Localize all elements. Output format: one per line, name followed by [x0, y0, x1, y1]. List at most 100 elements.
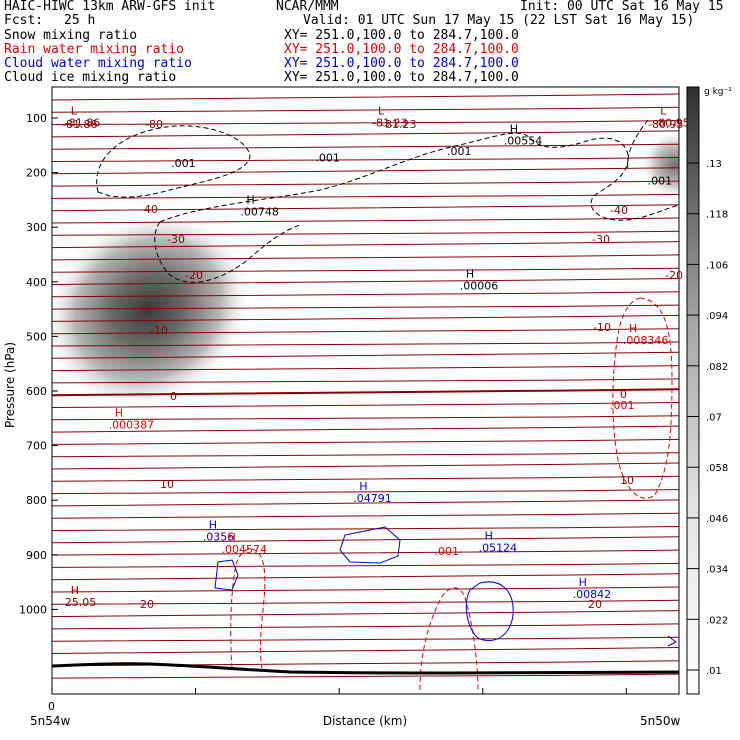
temperature-contour	[52, 425, 679, 433]
temperature-label: -20	[665, 269, 683, 282]
temperature-contour	[52, 526, 679, 531]
colorbar-label: .058	[706, 463, 728, 474]
temperature-label: -80.95	[648, 118, 683, 131]
y-tick-label: 300	[26, 221, 47, 234]
terrain-line	[51, 662, 680, 675]
temperature-label: 10	[160, 478, 174, 491]
temperature-label: 20	[588, 598, 602, 611]
temperature-contour	[52, 586, 679, 593]
temperature-label: -10	[150, 324, 168, 337]
temperature-contour	[52, 673, 679, 679]
temperature-contour	[52, 462, 679, 470]
y-tick-label: 800	[26, 494, 47, 507]
extremum-value: .05124	[479, 541, 518, 554]
temperature-contour	[52, 610, 679, 618]
extremum-mark: H	[228, 531, 236, 544]
forecast-hours: 25 h	[64, 13, 96, 28]
temperature-label: -10	[593, 321, 611, 334]
x-origin-tick-label: 0	[48, 700, 55, 713]
colorbar-label: .094	[706, 311, 728, 322]
y-tick-label: 400	[26, 276, 47, 289]
temperature-contour	[52, 536, 679, 544]
temperature-contour	[52, 120, 679, 126]
extremum-value: -81.86	[65, 117, 100, 130]
colorbar-label: .022	[706, 615, 728, 626]
temperature-contour	[52, 230, 679, 236]
temperature-contour	[52, 106, 679, 113]
cloudwater-field-name: Cloud water mixing ratio	[4, 56, 192, 71]
contour-value-labels: .001 .001 .001 .001 .001 .001	[171, 145, 672, 558]
distance-axis	[51, 688, 627, 694]
temperature-contour	[52, 314, 679, 322]
y-tick-label: 900	[26, 549, 47, 562]
temperature-contour	[52, 378, 679, 384]
temperature-contour	[52, 647, 679, 654]
extremum-value: -81.23	[372, 117, 407, 130]
extremum-value: .00748	[240, 206, 279, 219]
colorbar	[686, 86, 700, 695]
temperature-contour	[52, 623, 679, 630]
colorbar-label: .046	[706, 514, 728, 525]
temperature-label: -80	[145, 118, 163, 131]
temperature-contour	[52, 636, 679, 642]
extremum-mark: L	[660, 105, 667, 118]
temperature-contour	[52, 157, 679, 162]
temperature-contour	[52, 167, 679, 175]
temperature-contour	[52, 193, 679, 199]
temperature-label: -40	[140, 203, 158, 216]
temperature-contour	[52, 180, 679, 187]
colorbar-label: .01	[706, 666, 722, 677]
extremum-mark: H	[629, 322, 637, 335]
extremum-mark: L	[71, 105, 78, 118]
temperature-label: 0	[620, 388, 627, 401]
forecast-label: Fcst:	[4, 13, 44, 28]
valid-time: Valid: 01 UTC Sun 17 May 15 (22 LST Sat …	[303, 13, 695, 28]
temperature-contour	[52, 278, 679, 285]
colorbar-label: .082	[706, 362, 728, 373]
temperature-label: -40	[610, 204, 628, 217]
temperature-label: -30	[167, 233, 185, 246]
temperature-contour	[52, 365, 679, 372]
cloudice-field-name: Cloud ice mixing ratio	[4, 70, 177, 85]
extremum-value: 25.05	[65, 596, 97, 609]
rain-field-name: Rain water mixing ratio	[4, 42, 185, 57]
snow-field-name: Snow mixing ratio	[4, 28, 138, 43]
colorbar-label: .106	[706, 260, 728, 271]
y-tick-label: 600	[26, 385, 47, 398]
extremum-value: .008346	[623, 334, 669, 347]
temperature-contour	[52, 254, 679, 261]
temperature-label: -81.86	[62, 118, 97, 131]
cloudwater-ratio-contours	[214, 526, 677, 647]
extremum-mark: H	[246, 194, 254, 207]
colorbar-label: .118	[706, 210, 728, 221]
temperature-contour	[52, 475, 679, 482]
model-title: HAIC-HIWC 13km ARW-GFS init	[4, 0, 216, 14]
temperature-contour	[52, 304, 679, 310]
temperature-contour	[52, 573, 679, 581]
temperature-contours	[52, 93, 679, 679]
contour-label: .001	[434, 545, 459, 558]
temperature-label: 10	[620, 474, 634, 487]
extremum-value: .00554	[504, 135, 542, 148]
temperature-contour	[52, 143, 679, 150]
colorbar-label: .13	[706, 159, 722, 170]
extremum-mark: H	[209, 518, 217, 531]
extremum-value: .00842	[573, 588, 612, 601]
contour-label: .001	[610, 399, 635, 412]
extremum-value: .004574	[222, 543, 268, 556]
snow-ratio-contours	[96, 119, 679, 283]
extremum-mark: H	[359, 480, 367, 493]
extremum-mark: L	[378, 105, 385, 118]
temperature-contour	[52, 328, 679, 335]
snow-shading	[52, 130, 679, 411]
rain-field-xy: XY= 251.0,100.0 to 284.7,100.0	[284, 42, 519, 57]
y-tick-label: 1000	[19, 603, 47, 616]
extrema-labels: L-81.86L-81.23L-80.95H.00554H.00748H.000…	[65, 105, 690, 609]
temperature-contour	[52, 217, 679, 224]
contour-label: .001	[171, 157, 196, 170]
extremum-mark: H	[71, 584, 79, 597]
colorbar-label: .07	[706, 413, 722, 424]
extremum-value: .00006	[460, 279, 499, 292]
temperature-contour	[52, 452, 679, 458]
